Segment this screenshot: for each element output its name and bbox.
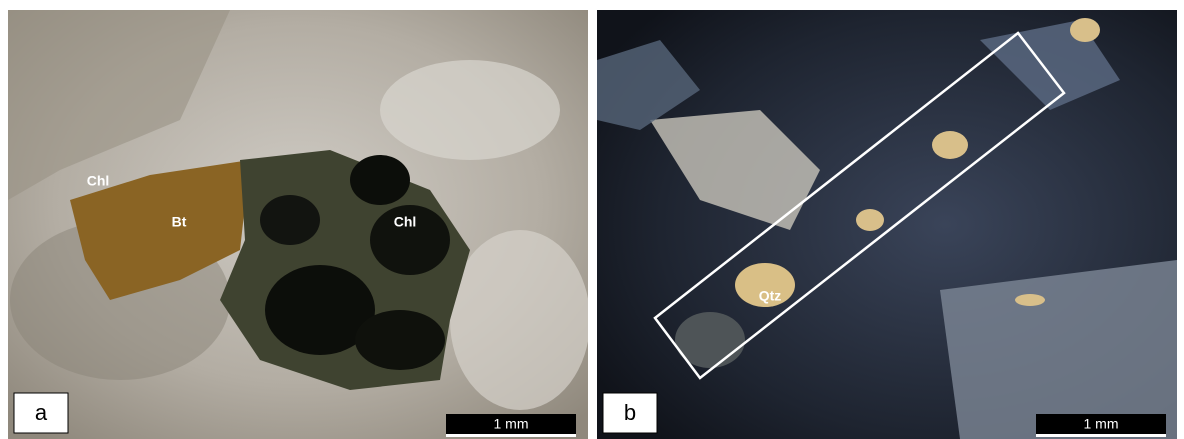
- annotation: Qtz: [759, 288, 782, 304]
- panel-label: a: [35, 400, 48, 425]
- annotation: Bt: [172, 214, 187, 230]
- scale-bar-line: [446, 434, 576, 437]
- opaque: [355, 310, 445, 370]
- quartz: [856, 209, 884, 231]
- texture: [450, 230, 590, 410]
- panel-a: Chl Bt Chl a 1 mm: [8, 10, 590, 439]
- opaque: [350, 155, 410, 205]
- texture: [380, 60, 560, 160]
- opaque: [260, 195, 320, 245]
- annotation: Chl: [87, 173, 110, 189]
- figure: Chl Bt Chl a 1 mm Qtz b 1 mm: [0, 0, 1184, 439]
- quartz: [1070, 18, 1100, 42]
- scale-label: 1 mm: [1084, 416, 1119, 432]
- quartz: [932, 131, 968, 159]
- grain: [940, 260, 1177, 439]
- scale-bar-line: [1036, 434, 1166, 437]
- panel-b: Qtz b 1 mm: [597, 10, 1177, 439]
- quartz: [1015, 294, 1045, 306]
- scale-label: 1 mm: [494, 416, 529, 432]
- annotation: Chl: [394, 214, 417, 230]
- panel-label: b: [624, 400, 636, 425]
